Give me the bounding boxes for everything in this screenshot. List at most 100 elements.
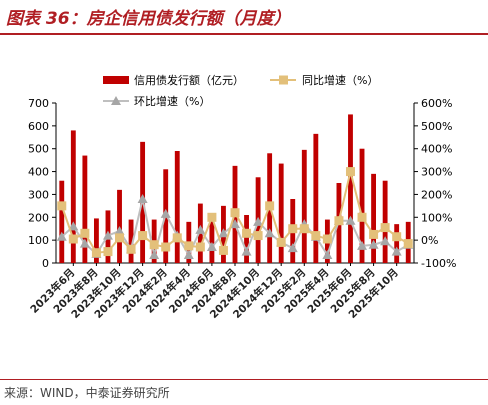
source-divider: [0, 379, 488, 380]
yoy-growth-point: [195, 242, 205, 252]
issuance-bar: [244, 215, 249, 263]
yoy-growth-point: [138, 231, 148, 241]
yoy-growth-point: [265, 201, 275, 211]
legend-marker-mom: [111, 96, 121, 105]
mom-growth-point: [264, 228, 275, 238]
issuance-bar: [93, 218, 99, 263]
mom-growth-point: [391, 246, 402, 256]
issuance-bar: [359, 148, 365, 263]
issuance-bar: [348, 114, 353, 263]
y-left-tick-label: 700: [28, 97, 49, 110]
mom-growth-point: [79, 238, 90, 248]
yoy-growth-point: [345, 167, 355, 177]
bar-series: [59, 114, 411, 263]
issuance-bar: [313, 133, 319, 263]
yoy-growth-point: [392, 232, 402, 242]
yoy-growth-point: [334, 216, 344, 226]
legend-marker-yoy: [279, 75, 288, 85]
issuance-bar: [82, 155, 88, 263]
issuance-bar: [174, 151, 180, 263]
legend-label-yoy: 同比增速（%）: [302, 73, 378, 87]
legend-swatch-issuance: [103, 76, 129, 84]
yoy-growth-point: [299, 224, 309, 234]
y-left-tick-label: 400: [28, 166, 49, 179]
y-left-tick-label: 600: [28, 120, 49, 133]
issuance-bar: [70, 130, 76, 263]
mom-growth-point: [368, 239, 379, 249]
issuance-bar: [128, 219, 134, 263]
yoy-growth-point: [207, 212, 217, 222]
yoy-growth-point: [380, 223, 390, 233]
yoy-growth-point: [288, 224, 298, 234]
title-divider: [0, 33, 488, 35]
y-left-tick-label: 300: [28, 188, 49, 201]
yoy-growth-point: [253, 231, 263, 241]
yoy-growth-point: [242, 228, 252, 238]
issuance-bar: [371, 173, 377, 263]
mom-growth-point: [183, 250, 194, 259]
mom-growth-point: [241, 246, 252, 256]
mom-growth-point: [380, 236, 391, 246]
yoy-growth-point: [91, 248, 101, 258]
yoy-growth-point: [68, 234, 78, 244]
y-left-tick-label: 200: [28, 211, 49, 224]
yoy-growth-point: [369, 229, 379, 239]
yoy-growth-point: [57, 201, 67, 211]
yoy-growth-point: [126, 244, 136, 254]
mom-growth-point: [160, 208, 171, 218]
mom-growth-point: [137, 194, 148, 203]
y-right-tick-label: 0%: [421, 234, 438, 247]
issuance-bar: [382, 180, 388, 263]
mom-growth-point: [357, 240, 368, 250]
yoy-growth-point: [172, 233, 182, 243]
yoy-growth-point: [80, 228, 90, 238]
yoy-growth-point: [184, 241, 194, 251]
legend-label-issuance: 信用债发行额（亿元）: [134, 73, 244, 87]
y-right-tick-label: 600%: [421, 97, 452, 110]
mom-growth-point: [68, 221, 79, 231]
yoy-growth-point: [357, 212, 367, 222]
y-left-tick-label: 500: [28, 143, 49, 156]
source-note: 来源：WIND，中泰证券研究所: [4, 386, 170, 400]
mom-growth-point: [56, 231, 67, 241]
mom-growth-point: [102, 230, 113, 240]
chart-legend: 信用债发行额（亿元） 同比增速（%） 环比增速（%）: [103, 73, 378, 108]
y-right-tick-label: 200%: [421, 188, 452, 201]
y-left-tick-label: 0: [42, 257, 49, 270]
mom-growth-point: [322, 250, 333, 259]
line-series: [56, 167, 414, 259]
y-right-tick-label: 100%: [421, 211, 452, 224]
issuance-bar: [278, 163, 284, 263]
issuance-bar: [394, 224, 400, 263]
y-right-tick-label: -100%: [421, 257, 456, 270]
mom-growth-point: [206, 242, 217, 251]
y-right-tick-label: 500%: [421, 120, 452, 133]
chart-axes: 0 100 200 300 400 500 600 700 -100% 0% 100% 200% 300…: [28, 97, 457, 321]
yoy-growth-point: [403, 239, 413, 249]
mom-growth-point: [195, 224, 206, 234]
legend-label-mom: 环比增速（%）: [134, 94, 210, 108]
yoy-growth-point: [149, 240, 159, 250]
yoy-growth-point: [276, 237, 286, 247]
yoy-growth-point: [161, 242, 171, 252]
yoy-growth-point: [218, 245, 228, 255]
yoy-growth-point: [311, 231, 321, 241]
mom-growth-point: [114, 226, 125, 235]
issuance-bar: [209, 219, 215, 263]
issuance-bar: [59, 180, 65, 263]
yoy-growth-point: [230, 208, 240, 218]
mom-growth-point: [218, 228, 229, 238]
figure-title: 图表 36：房企信用债发行额（月度）: [6, 9, 291, 29]
issuance-bar: [301, 149, 307, 263]
yoy-growth-point: [322, 234, 332, 244]
mom-growth-point: [230, 219, 240, 229]
mom-growth-point: [149, 250, 160, 259]
y-left-tick-label: 100: [28, 234, 49, 247]
yoy-growth-point: [115, 233, 125, 243]
y-right-tick-label: 400%: [421, 143, 452, 156]
mom-growth-point: [345, 215, 356, 225]
mom-growth-point: [287, 243, 298, 253]
y-right-tick-label: 300%: [421, 166, 452, 179]
mom-growth-point: [253, 216, 264, 226]
yoy-growth-point: [103, 247, 113, 257]
